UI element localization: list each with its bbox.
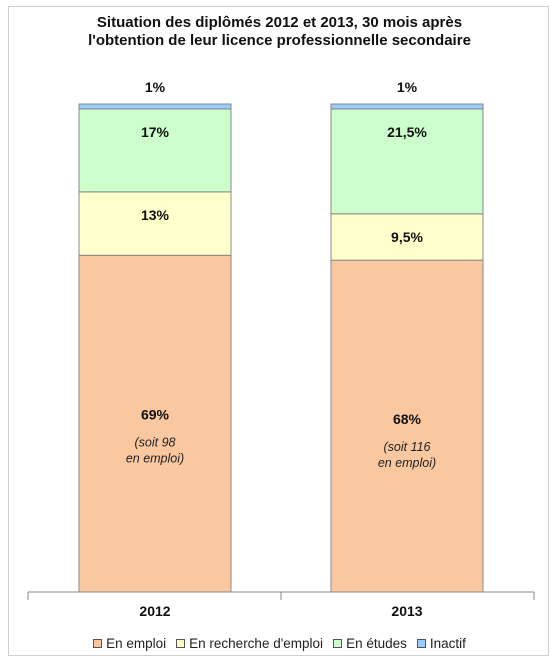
data-label-2012-3: 1% [145, 79, 166, 95]
data-label-2012-2: 17% [141, 124, 170, 140]
legend-label: Inactif [430, 636, 466, 651]
data-label-2012-1: 13% [141, 207, 170, 223]
legend-swatch [417, 639, 426, 648]
x-tick-label-2012: 2012 [139, 603, 170, 619]
legend-label: En emploi [106, 636, 166, 651]
bar-segment-2012-1 [79, 192, 231, 255]
bar-segment-2012-3 [79, 104, 231, 109]
bar-segment-2013-3 [331, 104, 483, 109]
note-label-2012-1: en emploi) [126, 451, 184, 465]
legend-item-0: En emploi [93, 636, 166, 651]
bar-segment-2012-0 [79, 255, 231, 592]
chart-legend: En emploi En recherche d'emploi En études I… [0, 636, 559, 651]
legend-swatch [176, 639, 185, 648]
data-label-2012-0: 69% [141, 406, 170, 422]
legend-item-1: En recherche d'emploi [176, 636, 323, 651]
note-label-2013-1: en emploi) [378, 456, 436, 470]
data-label-2013-0: 68% [393, 411, 422, 427]
data-label-2013-2: 21,5% [387, 124, 427, 140]
legend-label: En études [346, 636, 407, 651]
data-label-2013-1: 9,5% [391, 229, 423, 245]
legend-label: En recherche d'emploi [189, 636, 323, 651]
legend-item-3: Inactif [417, 636, 466, 651]
legend-swatch [333, 639, 342, 648]
note-label-2012-0: (soit 98 [135, 435, 176, 449]
x-tick-label-2013: 2013 [391, 603, 422, 619]
legend-swatch [93, 639, 102, 648]
legend-item-2: En études [333, 636, 407, 651]
data-label-2013-3: 1% [397, 79, 418, 95]
bar-segment-2012-2 [79, 109, 231, 192]
note-label-2013-0: (soit 116 [383, 440, 430, 454]
